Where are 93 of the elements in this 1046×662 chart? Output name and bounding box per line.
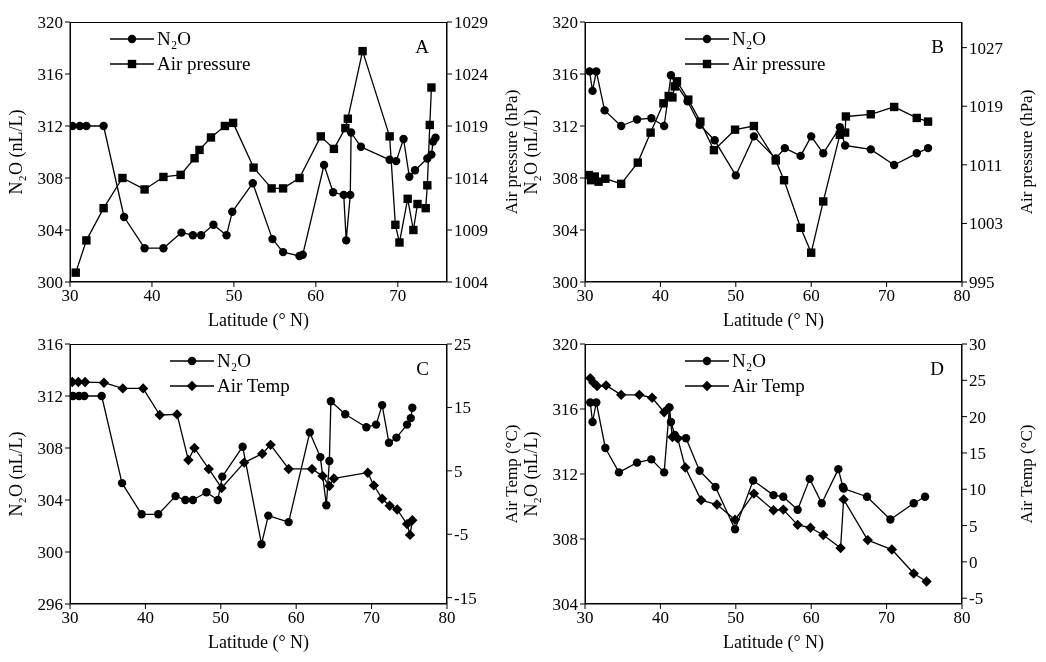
y-tick-label: 316 xyxy=(552,400,578,420)
y2-tick-label: 995 xyxy=(969,273,995,293)
annotation: D xyxy=(930,358,944,380)
y-tick-label: 316 xyxy=(37,335,63,355)
y2-tick-label: 15 xyxy=(969,443,986,463)
x-axis-title: Latitude (° N) xyxy=(722,632,825,653)
y2-axis-title: Air Temp (°C) xyxy=(1017,424,1037,524)
x-tick-label: 60 xyxy=(287,608,305,628)
y-tick-label: 320 xyxy=(552,13,578,33)
legend-label: Air pressure xyxy=(157,52,251,76)
x-tick-label: 30 xyxy=(576,286,594,306)
x-axis-title: Latitude (° N) xyxy=(207,632,310,653)
x-tick-label: 80 xyxy=(953,608,971,628)
x-tick-label: 70 xyxy=(878,286,896,306)
y2-tick-label: 30 xyxy=(969,335,986,355)
y-tick-label: 304 xyxy=(552,221,579,241)
x-tick-label: 40 xyxy=(136,608,154,628)
y2-tick-label: 1014 xyxy=(454,169,489,189)
y2-tick-label: -5 xyxy=(969,589,984,609)
y-tick-label: 312 xyxy=(37,117,63,137)
y2-tick-label: 1019 xyxy=(969,97,1003,117)
y-tick-label: 300 xyxy=(552,273,578,293)
x-tick-label: 40 xyxy=(651,608,669,628)
annotation: A xyxy=(415,36,429,58)
x-tick-label: 50 xyxy=(727,608,745,628)
y-tick-label: 308 xyxy=(37,169,63,189)
y-tick-label: 308 xyxy=(37,439,63,459)
y2-tick-label: 1009 xyxy=(454,221,488,241)
x-tick-label: 60 xyxy=(802,608,820,628)
y-tick-label: 304 xyxy=(37,491,64,511)
x-tick-label: 80 xyxy=(953,286,971,306)
x-tick-label: 70 xyxy=(389,286,407,306)
x-tick-label: 30 xyxy=(61,608,79,628)
legend-label: N₂O xyxy=(732,349,767,373)
annotation: C xyxy=(416,358,429,380)
x-axis-title: Latitude (° N) xyxy=(722,310,825,331)
y2-tick-label: 1003 xyxy=(969,214,1003,234)
x-tick-label: 30 xyxy=(576,608,594,628)
legend-label: Air Temp xyxy=(732,374,805,398)
x-tick-label: 50 xyxy=(225,286,243,306)
y2-tick-label: 1004 xyxy=(454,273,489,293)
y-axis-title: N₂O (nL/L) xyxy=(6,431,28,517)
y-tick-label: 312 xyxy=(552,465,578,485)
y-axis-title: N₂O (nL/L) xyxy=(521,431,543,517)
y-tick-label: 320 xyxy=(552,335,578,355)
y2-tick-label: 1011 xyxy=(969,155,1003,175)
y-tick-label: 308 xyxy=(552,530,578,550)
y-tick-label: 300 xyxy=(37,273,63,293)
y2-tick-label: 25 xyxy=(969,371,986,391)
y-tick-label: 320 xyxy=(37,13,63,33)
x-tick-label: 80 xyxy=(438,608,456,628)
y2-tick-label: -5 xyxy=(454,525,469,545)
y-tick-label: 304 xyxy=(37,221,64,241)
legend-label: Air pressure xyxy=(732,52,826,76)
y-tick-label: 316 xyxy=(552,65,578,85)
y-tick-label: 312 xyxy=(37,387,63,407)
x-tick-label: 70 xyxy=(878,608,896,628)
legend-label: N₂O xyxy=(157,27,192,51)
x-tick-label: 40 xyxy=(143,286,161,306)
y2-tick-label: 1027 xyxy=(969,38,1004,58)
y2-axis-title: Air pressure (hPa) xyxy=(502,89,522,215)
x-tick-label: 50 xyxy=(212,608,230,628)
x-tick-label: 40 xyxy=(651,286,669,306)
y-tick-label: 308 xyxy=(552,169,578,189)
legend-label: N₂O xyxy=(217,349,252,373)
y2-tick-label: -15 xyxy=(454,588,477,608)
y2-tick-label: 1019 xyxy=(454,117,488,137)
y-axis-title: N₂O (nL/L) xyxy=(6,109,28,195)
y2-tick-label: 1024 xyxy=(454,65,489,85)
y-tick-label: 316 xyxy=(37,65,63,85)
y2-axis-title: Air pressure (hPa) xyxy=(1017,89,1037,215)
y2-tick-label: 25 xyxy=(454,335,471,355)
x-tick-label: 60 xyxy=(307,286,325,306)
y2-tick-label: 5 xyxy=(454,461,463,481)
y2-tick-label: 15 xyxy=(454,398,471,418)
y2-tick-label: 5 xyxy=(969,516,978,536)
legend-label: N₂O xyxy=(732,27,767,51)
y2-tick-label: 1029 xyxy=(454,13,488,33)
y2-axis-title: Air Temp (°C) xyxy=(502,424,522,524)
y2-tick-label: 0 xyxy=(969,552,978,572)
y2-tick-label: 10 xyxy=(969,480,986,500)
x-tick-label: 50 xyxy=(727,286,745,306)
y-tick-label: 300 xyxy=(37,543,63,563)
x-tick-label: 30 xyxy=(61,286,79,306)
annotation: B xyxy=(931,36,944,58)
x-tick-label: 70 xyxy=(363,608,381,628)
x-tick-label: 60 xyxy=(802,286,820,306)
y2-tick-label: 20 xyxy=(969,407,986,427)
y-axis-title: N₂O (nL/L) xyxy=(521,109,543,195)
y-tick-label: 312 xyxy=(552,117,578,137)
x-axis-title: Latitude (° N) xyxy=(207,310,310,331)
y-tick-label: 296 xyxy=(37,595,63,615)
legend-label: Air Temp xyxy=(217,374,290,398)
